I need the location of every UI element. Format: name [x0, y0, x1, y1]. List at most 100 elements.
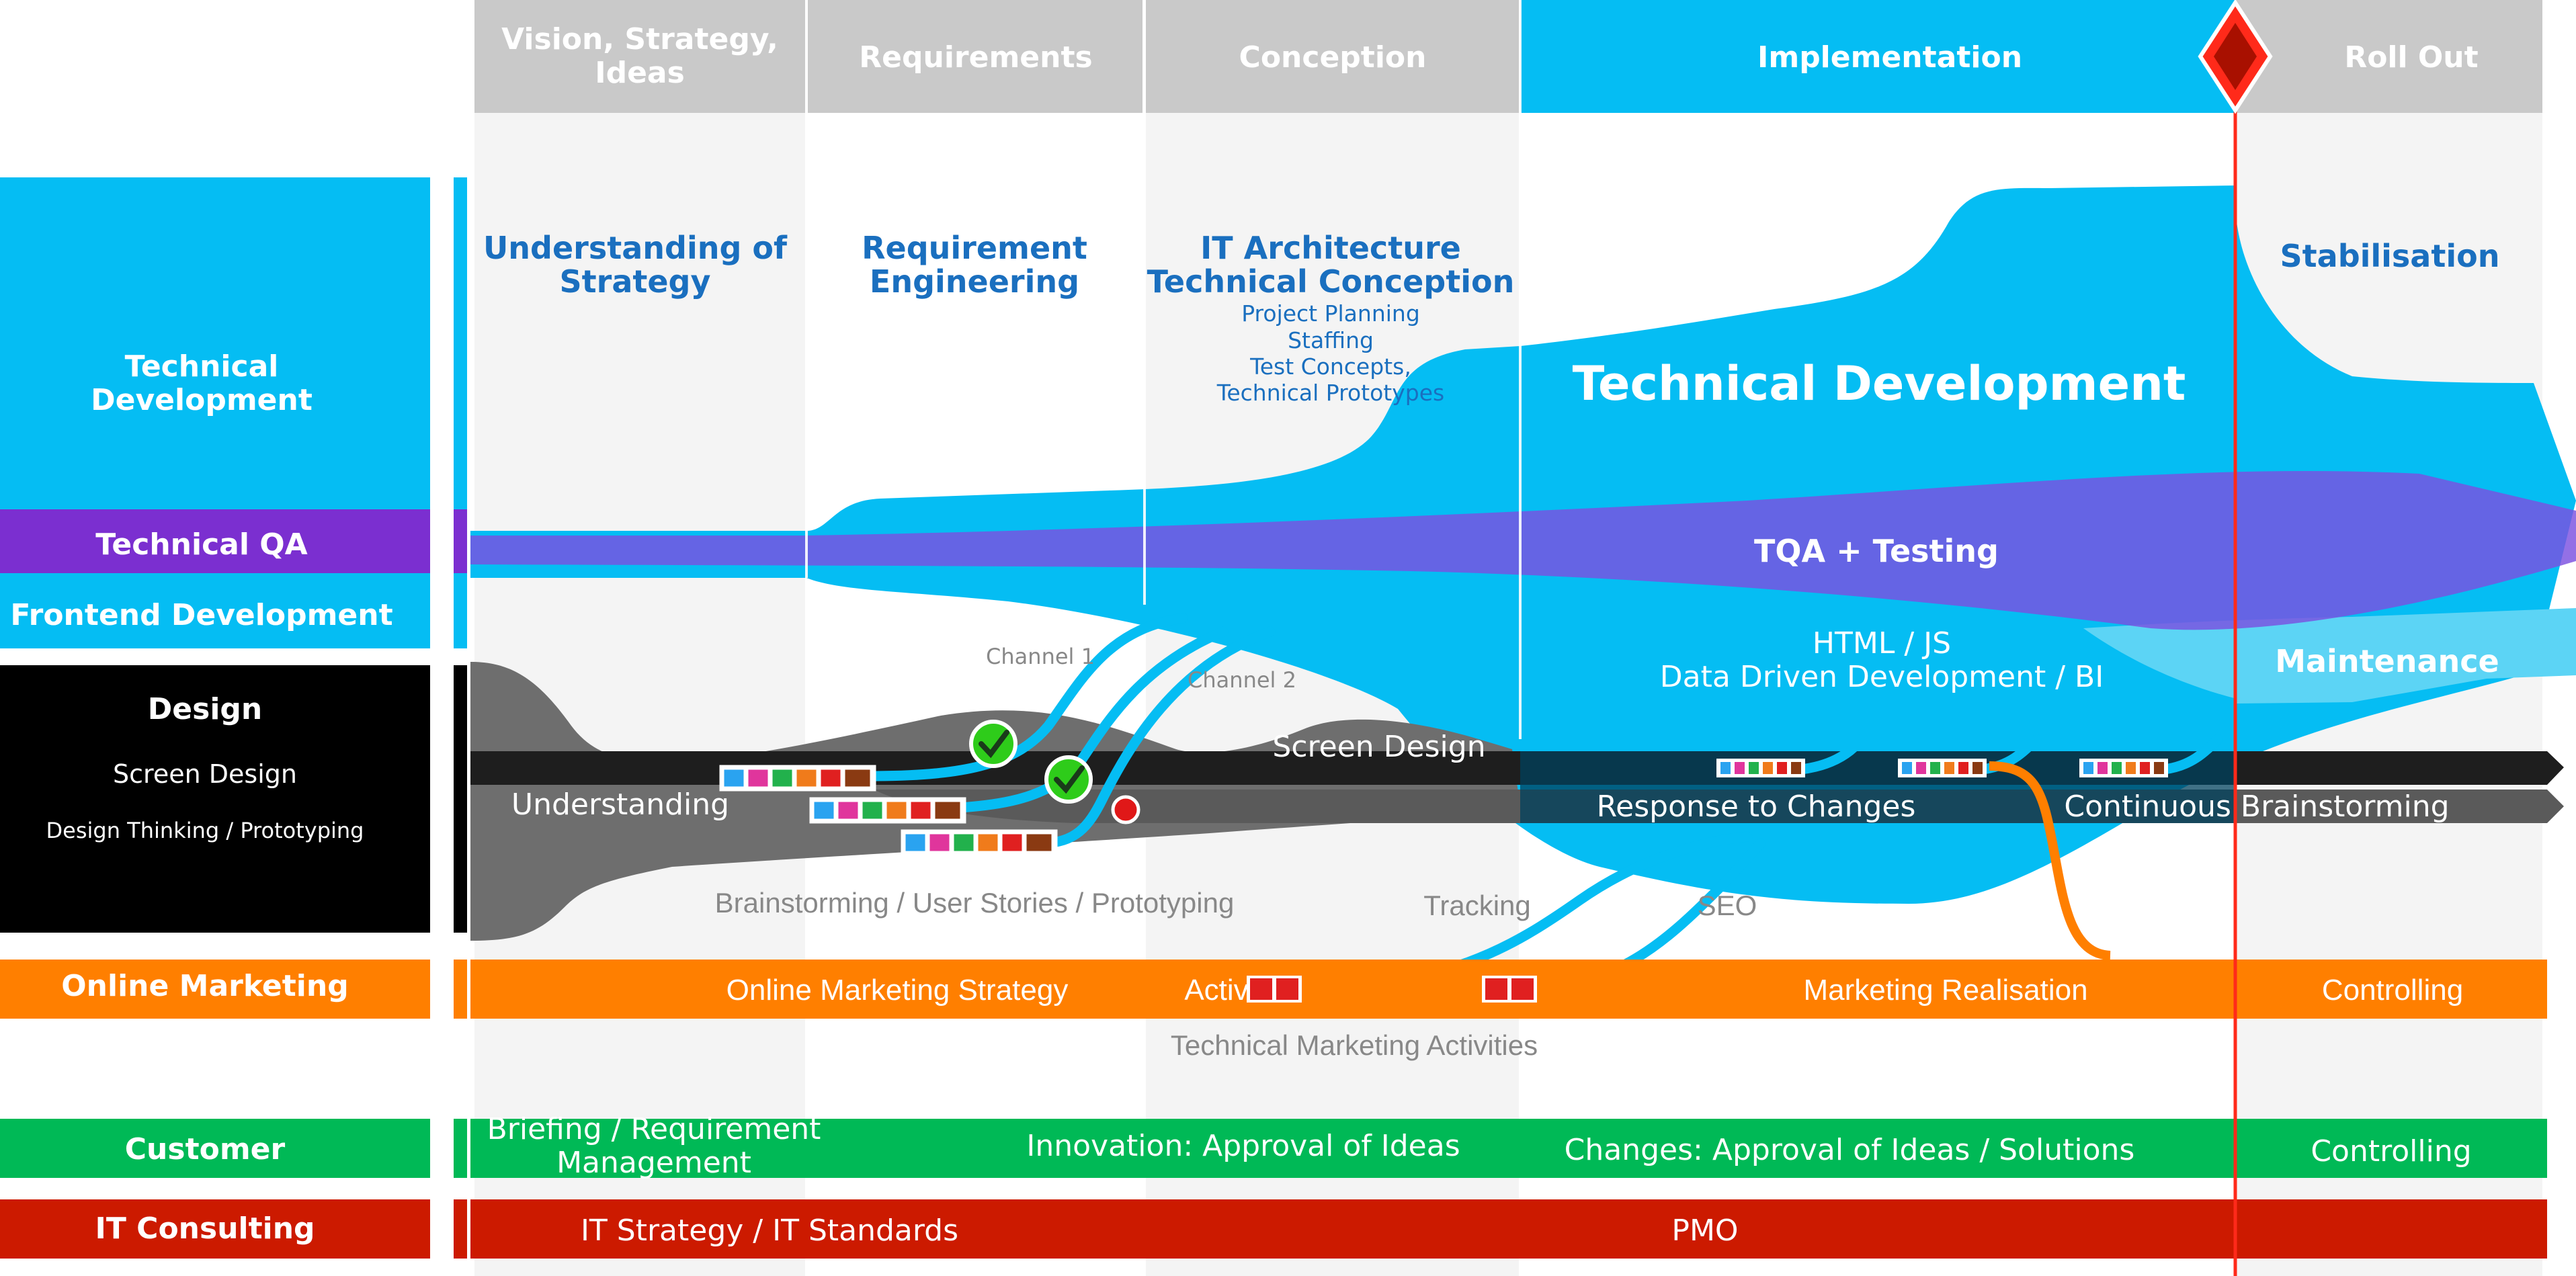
- tracking-label: Tracking: [1423, 890, 1531, 921]
- phase-vision: [474, 0, 805, 113]
- bar-labels: Online Marketing Strategy Activ Marketin…: [487, 974, 2472, 1248]
- briefing-label-1: Briefing / Requirement: [487, 1112, 821, 1146]
- channel-curve-3: [1036, 626, 1276, 849]
- impl-curve-3: [2159, 734, 2223, 775]
- tqa-band: [470, 470, 2576, 630]
- phase-implementation: [1520, 0, 2235, 113]
- technical-development-label: Technical Development: [1573, 356, 2186, 411]
- lane-it-consulting-label: IT Consulting: [95, 1211, 315, 1246]
- lane-marker-it-consulting: [454, 1199, 467, 1259]
- red-dot-icon: [1111, 795, 1140, 824]
- lane-frontend-label: Frontend Development: [10, 598, 392, 632]
- lane-tech-dev-label-2: Development: [91, 383, 313, 417]
- om-strategy-label: Online Marketing Strategy: [726, 974, 1069, 1007]
- customer-bar: [470, 1119, 2547, 1178]
- lane-customer-label: Customer: [125, 1132, 286, 1166]
- it-arch-2: Technical Conception: [1147, 263, 1515, 300]
- lane-labels: Technical Development Technical QA Front…: [0, 177, 467, 1259]
- lane-tech-dev: [0, 177, 430, 509]
- lane-design-label: Design: [148, 692, 262, 726]
- req-eng-1: Requirement: [862, 230, 1087, 266]
- phase-conception-label: Conception: [1239, 40, 1427, 75]
- column-bg-requirements: [806, 113, 1142, 1276]
- column-dividers: [805, 0, 1522, 739]
- orange-feedback-curve: [1989, 761, 2111, 960]
- seo-label: SEO: [1698, 890, 1757, 921]
- flow-labels: Technical Development TQA + Testing HTML…: [511, 356, 2499, 921]
- it-arch-3: Project Planning: [1241, 300, 1420, 327]
- squares-group-impl-2: [1898, 759, 1987, 777]
- marketing-realisation-label: Marketing Realisation: [1803, 974, 2087, 1007]
- it-strategy-label: IT Strategy / IT Standards: [581, 1214, 958, 1248]
- marketing-boxes-2: [1482, 976, 1537, 1003]
- column-activity-labels: Understanding of Strategy Requirement En…: [483, 230, 2500, 406]
- maintenance-label: Maintenance: [2275, 643, 2499, 679]
- lane-tech-qa-label: Technical QA: [95, 527, 307, 562]
- response-to-changes-label: Response to Changes: [1597, 790, 1916, 824]
- phase-rollout: [2235, 0, 2542, 113]
- squares-group-impl-3: [2079, 759, 2168, 777]
- screen-design-label: Screen Design: [1272, 730, 1485, 764]
- understanding-label: Understanding: [511, 788, 729, 822]
- om-activ-label: Activ: [1184, 974, 1248, 1007]
- squares-group-1: [719, 765, 876, 792]
- phase-requirements: [808, 0, 1142, 113]
- squares-group-3: [901, 829, 1058, 856]
- phase-vision-label-2: Ideas: [595, 56, 685, 90]
- brainstorming-label: Brainstorming / User Stories / Prototypi…: [715, 887, 1235, 919]
- lane-online-marketing: [0, 960, 430, 1019]
- maintenance-band: [2083, 608, 2576, 704]
- pmo-label: PMO: [1671, 1214, 1738, 1248]
- understanding-strategy-2: Strategy: [560, 263, 711, 300]
- channel-curve-1: [862, 613, 1188, 781]
- tqa-testing-label: TQA + Testing: [1754, 533, 1999, 569]
- lane-design-sub1: Screen Design: [113, 759, 297, 789]
- it-consulting-bar: [470, 1199, 2547, 1259]
- lane-marker-tech-qa: [454, 509, 467, 573]
- check-icon-1: [969, 720, 1017, 768]
- lane-online-marketing-label: Online Marketing: [61, 969, 348, 1003]
- it-arch-1: IT Architecture: [1200, 230, 1461, 266]
- phase-conception: [1146, 0, 1519, 113]
- customer-controlling-label: Controlling: [2311, 1134, 2471, 1168]
- continuous-brainstorming-label: Continuous Brainstorming: [2064, 790, 2449, 824]
- lane-marker-customer: [454, 1119, 467, 1178]
- phase-vision-label-1: Vision, Strategy,: [501, 22, 778, 56]
- design-overlay: [1520, 751, 2237, 823]
- changes-label: Changes: Approval of Ideas / Solutions: [1565, 1133, 2135, 1167]
- lane-marker-design: [454, 665, 467, 933]
- tech-marketing-label: Technical Marketing Activities: [1171, 1029, 1538, 1061]
- phase-rollout-label: Roll Out: [2344, 40, 2478, 75]
- it-arch-5: Test Concepts,: [1249, 353, 1411, 380]
- lane-marker-online-marketing: [454, 960, 467, 1019]
- channel-1-label: Channel 1: [986, 644, 1095, 669]
- lane-frontend: [0, 573, 430, 648]
- channel-2-label: Channel 2: [1188, 667, 1296, 693]
- om-controlling-label: Controlling: [2322, 974, 2463, 1007]
- lane-marker-tech-dev: [454, 177, 467, 509]
- lane-customer: [0, 1119, 430, 1178]
- lane-tech-dev-label-1: Technical: [125, 349, 279, 384]
- lane-marker-frontend: [454, 573, 467, 648]
- data-driven-label: Data Driven Development / BI: [1660, 660, 2104, 694]
- req-eng-2: Engineering: [870, 263, 1079, 300]
- marketing-boxes-1: [1247, 976, 1302, 1003]
- stabilisation-label: Stabilisation: [2280, 238, 2500, 274]
- it-arch-6: Technical Prototypes: [1216, 380, 1444, 406]
- impl-curve-1: [1796, 734, 1867, 775]
- lane-design: [0, 665, 430, 933]
- milestone-diamond-icon: [2198, 0, 2273, 114]
- check-icon-2: [1044, 755, 1093, 804]
- it-arch-4: Staffing: [1288, 327, 1374, 353]
- color-square-groups: [719, 759, 2168, 856]
- squares-group-impl-1: [1716, 759, 1805, 777]
- briefing-label-2: Management: [556, 1146, 751, 1180]
- lane-design-sub2: Design Thinking / Prototyping: [46, 818, 364, 843]
- lane-it-consulting: [0, 1199, 430, 1259]
- innovation-label: Innovation: Approval of Ideas: [1026, 1129, 1460, 1163]
- phase-implementation-label: Implementation: [1757, 40, 2022, 75]
- understanding-strategy-1: Understanding of: [483, 230, 788, 266]
- squares-group-2: [809, 797, 966, 824]
- html-js-label: HTML / JS: [1813, 626, 1951, 661]
